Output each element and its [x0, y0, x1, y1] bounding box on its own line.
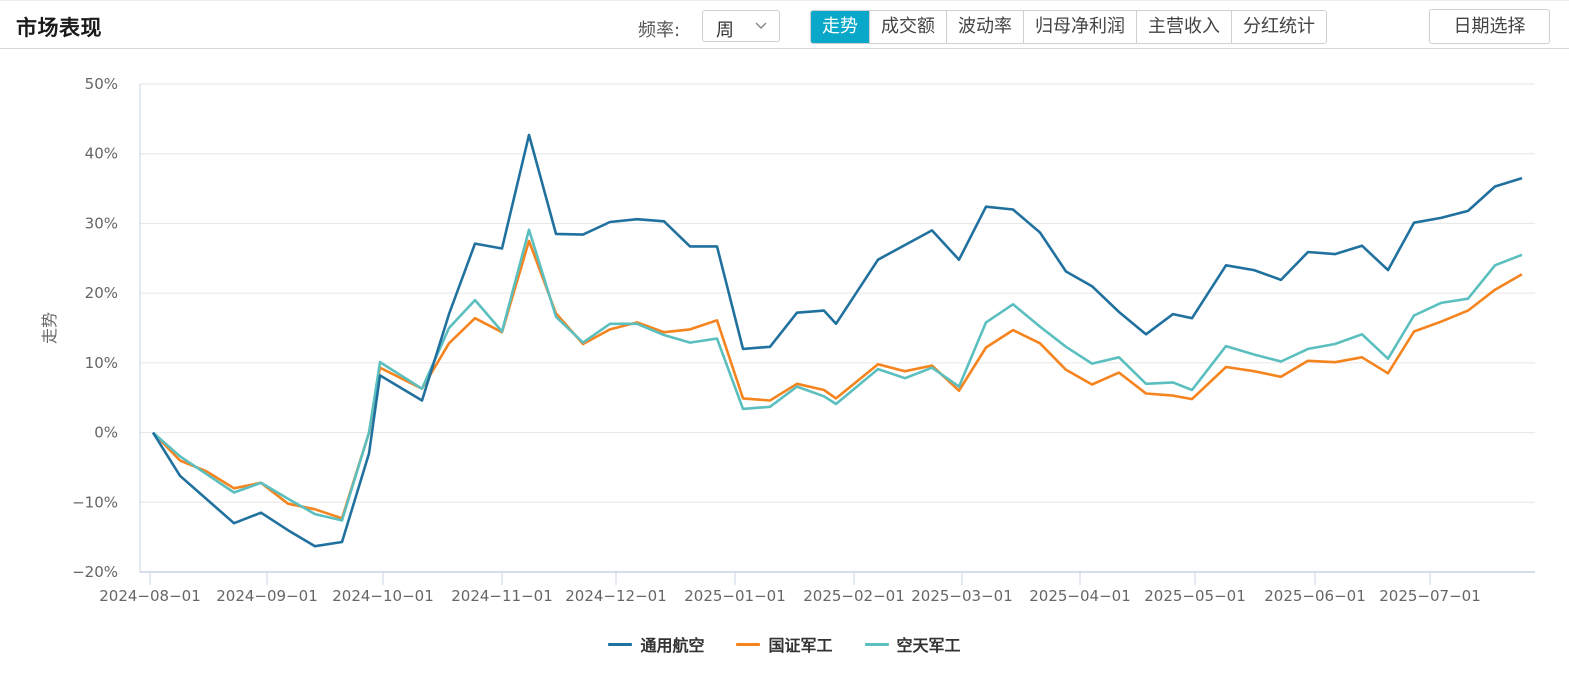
legend-swatch-icon [864, 642, 889, 646]
y-tick-label: 10% [85, 354, 118, 372]
header-bar: 市场表现 频率: 周 走势 成交额 波动率 归母净利润 主营收入 分红统计 日期… [0, 0, 1569, 49]
frequency-select[interactable]: 周 [702, 10, 780, 42]
legend-item-series-1[interactable]: 通用航空 [608, 632, 704, 656]
y-tick-label: 50% [85, 75, 118, 93]
tab-volatility[interactable]: 波动率 [946, 11, 1023, 43]
x-tick-label: 2024−10−01 [332, 587, 433, 605]
x-tick-label: 2024−09−01 [216, 587, 317, 605]
tab-turnover[interactable]: 成交额 [869, 11, 946, 43]
page-title: 市场表现 [16, 16, 102, 40]
y-axis-ticks: 50% 40% 30% 20% 10% 0% −10% −20% [72, 75, 118, 581]
tab-dividend[interactable]: 分红统计 [1231, 11, 1326, 43]
x-tick-label: 2025−04−01 [1029, 587, 1130, 605]
y-axis-label: 走势 [40, 312, 59, 344]
x-tick-label: 2025−03−01 [911, 587, 1012, 605]
legend-label: 空天军工 [896, 636, 961, 655]
y-tick-label: −20% [72, 563, 118, 581]
metric-tabs: 走势 成交额 波动率 归母净利润 主营收入 分红统计 [810, 10, 1327, 44]
x-axis: 2024−08−01 2024−09−01 2024−10−01 2024−11−01… [99, 84, 1535, 605]
x-tick-label: 2025−01−01 [684, 587, 785, 605]
x-tick-label: 2025−02−01 [803, 587, 904, 605]
legend-item-series-3[interactable]: 空天军工 [864, 632, 961, 656]
legend-item-series-2[interactable]: 国证军工 [736, 632, 833, 656]
y-tick-label: 0% [94, 424, 118, 442]
y-tick-label: −10% [72, 493, 118, 511]
frequency-label: 频率: [638, 20, 681, 41]
chart-legend: 通用航空 国证军工 空天军工 [0, 632, 1569, 656]
y-tick-label: 30% [85, 214, 118, 232]
x-tick-label: 2024−12−01 [565, 587, 666, 605]
series-line[interactable] [152, 228, 1523, 522]
series-lines [151, 133, 1523, 548]
line-chart: 50%40%30%20%10%0%−10%−20% 2024−08−01 2024… [40, 75, 1535, 605]
chart-grid [140, 83, 1535, 503]
legend-swatch-icon [736, 642, 761, 646]
x-tick-label: 2025−06−01 [1264, 587, 1365, 605]
series-line[interactable] [151, 133, 1523, 548]
y-tick-label: 40% [85, 145, 118, 163]
tab-net-profit[interactable]: 归母净利润 [1023, 11, 1136, 43]
series-line[interactable] [152, 239, 1523, 520]
x-tick-label: 2024−08−01 [99, 587, 200, 605]
legend-label: 通用航空 [640, 636, 705, 655]
frequency-value: 周 [716, 20, 734, 41]
date-select-button[interactable]: 日期选择 [1429, 9, 1550, 44]
tab-trend[interactable]: 走势 [811, 11, 869, 43]
x-tick-label: 2025−07−01 [1379, 587, 1480, 605]
legend-swatch-icon [608, 642, 633, 646]
x-tick-label: 2025−05−01 [1144, 587, 1245, 605]
chevron-down-icon [755, 22, 767, 29]
x-tick-label: 2024−11−01 [451, 587, 552, 605]
y-tick-label: 20% [85, 284, 118, 302]
tab-revenue[interactable]: 主营收入 [1136, 11, 1231, 43]
legend-label: 国证军工 [768, 636, 833, 655]
